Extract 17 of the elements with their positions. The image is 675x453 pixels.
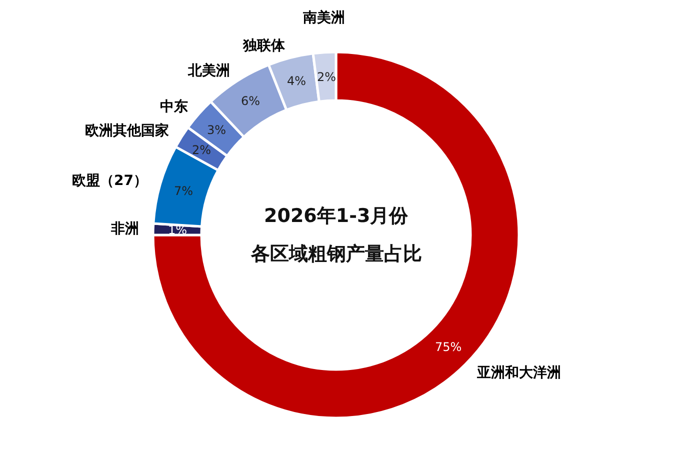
slice-label: 欧盟（27） (72, 173, 148, 189)
slice-label: 独联体 (242, 38, 286, 54)
data-label: 6% (241, 94, 260, 108)
data-label: 4% (287, 74, 306, 88)
data-label: 2% (317, 70, 336, 84)
data-label: 3% (207, 123, 226, 137)
data-label: 75% (435, 340, 462, 354)
data-label: 7% (174, 184, 194, 198)
slice-label: 非洲 (110, 221, 139, 237)
slice-label: 中东 (160, 98, 188, 115)
text: 各区域粗钢产量占比 (250, 243, 422, 265)
text: 2026年1-3月份 (264, 205, 410, 227)
data-label: 2% (192, 143, 212, 157)
slice-label: 亚洲和大洋洲 (476, 365, 561, 381)
slice-label: 南美洲 (302, 9, 345, 26)
slice-label: 北美洲 (187, 62, 230, 79)
slice-label: 欧洲其他国家 (85, 122, 169, 139)
